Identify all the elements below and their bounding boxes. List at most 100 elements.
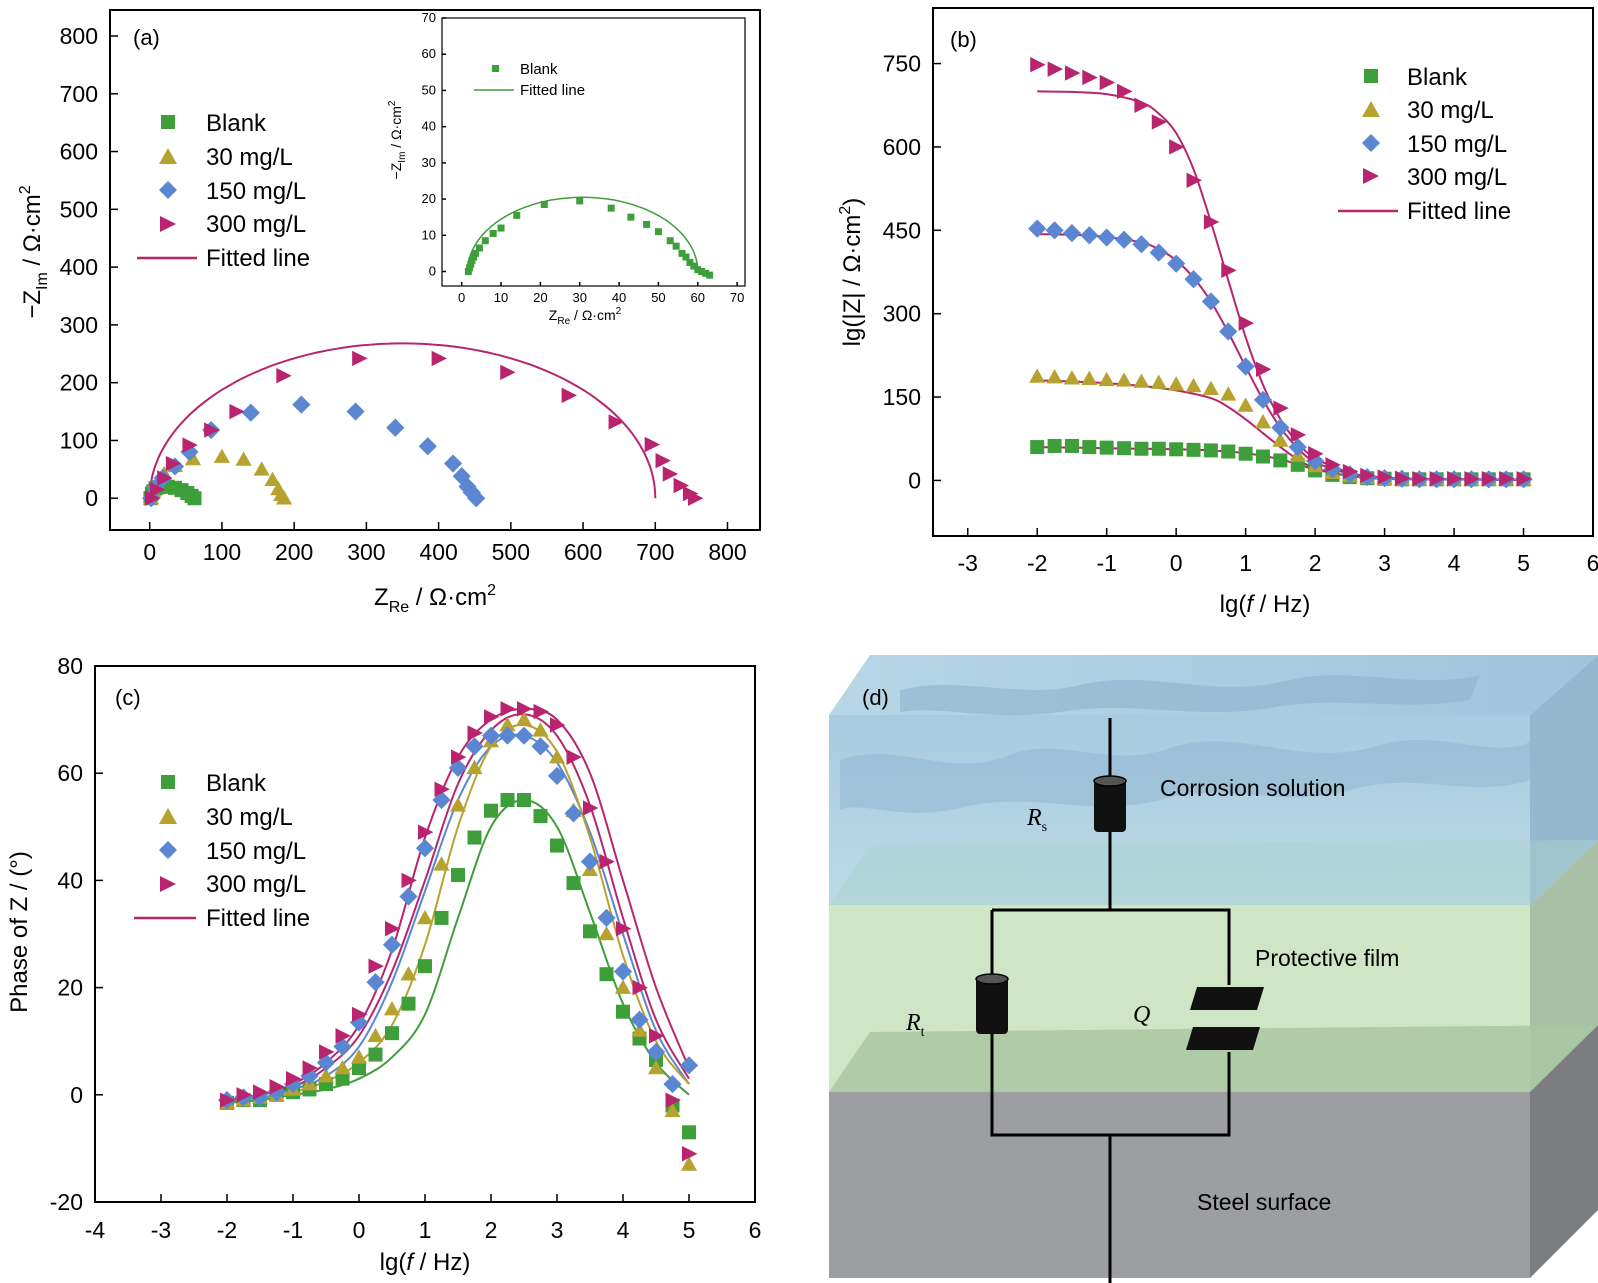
- inset-point-blank: [475, 244, 483, 252]
- panel-b-ylabel: lg(|Z| / Ω·cm2): [837, 198, 866, 347]
- y-tick-label: -20: [50, 1189, 83, 1215]
- legend-label-30: 30 mg/L: [1407, 97, 1494, 124]
- inset-point-blank: [576, 197, 584, 205]
- point-300: [1221, 262, 1237, 279]
- point-150: [1253, 390, 1273, 409]
- point-150: [1184, 270, 1203, 289]
- point-150: [1219, 322, 1238, 341]
- corrosion-solution-label: Corrosion solution: [1160, 775, 1345, 801]
- point-150: [1167, 254, 1186, 273]
- panel-b-axes: -3 -2 -1 0 1 2 3 4 5 6 0 150 300 450 600 750: [883, 51, 1598, 576]
- legend-label-blank: Blank: [206, 770, 267, 797]
- y-tick-label: 20: [422, 191, 436, 206]
- point-300: [149, 481, 166, 498]
- q-capacitor-icon: [1186, 987, 1264, 1050]
- point-300: [673, 477, 689, 494]
- point-blank: [550, 838, 564, 853]
- point-300: [269, 1079, 285, 1095]
- x-tick-label: 0: [458, 290, 465, 305]
- point-150: [465, 737, 484, 756]
- point-blank: [1203, 443, 1218, 458]
- point-300: [566, 749, 582, 765]
- y-tick-label: 500: [60, 196, 98, 222]
- point-150: [580, 852, 600, 871]
- inset-point-blank: [540, 201, 548, 209]
- point-150: [1114, 230, 1134, 249]
- point-300: [1238, 315, 1255, 331]
- point-blank: [1047, 438, 1062, 453]
- point-300: [385, 920, 401, 937]
- x-tick-label: 200: [275, 539, 313, 565]
- point-blank: [467, 830, 482, 845]
- legend-marker-150: [159, 181, 177, 199]
- point-300: [608, 414, 624, 430]
- inset-point-blank: [469, 253, 477, 261]
- point-30: [647, 1059, 665, 1075]
- inset-point-blank: [666, 237, 674, 245]
- point-blank: [1256, 449, 1270, 464]
- point-300: [1134, 97, 1150, 113]
- inset-point-blank: [464, 268, 472, 276]
- inset-point-blank: [489, 229, 497, 237]
- point-300: [1186, 172, 1202, 188]
- point-blank: [1221, 444, 1236, 459]
- point-300: [649, 1028, 665, 1044]
- point-30: [334, 1059, 351, 1075]
- inset-point-blank: [627, 213, 635, 221]
- y-tick-label: 70: [422, 10, 436, 25]
- panel-b-label: (b): [950, 27, 977, 52]
- y-tick-label: 40: [57, 867, 83, 893]
- inset-point-blank: [698, 268, 706, 276]
- x-tick-label: 6: [749, 1217, 762, 1243]
- x-tick-label: 100: [203, 539, 241, 565]
- point-blank: [451, 868, 465, 883]
- legend-marker-300: [1363, 168, 1379, 184]
- point-30: [276, 490, 293, 505]
- legend-label-150: 150 mg/L: [1407, 131, 1507, 158]
- panel-a-ylabel: −ZIm / Ω·cm2: [17, 185, 51, 318]
- point-30: [614, 979, 632, 994]
- x-tick-label: 10: [494, 290, 508, 305]
- inset-legend-label-blank: Blank: [520, 61, 558, 78]
- point-300: [302, 1060, 318, 1076]
- point-blank: [1169, 442, 1184, 457]
- legend-marker-blank: [161, 115, 175, 129]
- point-150: [1288, 437, 1307, 457]
- point-150: [531, 737, 550, 756]
- x-tick-label: 20: [533, 290, 547, 305]
- inset-legend-label-fitted: Fitted line: [520, 82, 585, 99]
- point-30: [383, 1000, 401, 1016]
- y-tick-label: 200: [60, 370, 98, 396]
- y-tick-label: 150: [883, 384, 921, 410]
- x-tick-label: -1: [283, 1217, 303, 1243]
- point-300: [1117, 83, 1133, 100]
- point-30: [532, 722, 549, 737]
- point-300: [688, 490, 704, 506]
- point-blank: [517, 793, 531, 807]
- point-300: [236, 1087, 252, 1103]
- y-tick-label: 60: [422, 46, 436, 61]
- inset-point-blank: [654, 228, 662, 236]
- point-30: [213, 448, 230, 463]
- panel-a-points: [142, 350, 704, 508]
- film-top-face: [829, 840, 1598, 905]
- point-300: [220, 1092, 236, 1108]
- point-30: [350, 1049, 368, 1064]
- y-tick-label: 0: [429, 264, 436, 279]
- legend-marker-blank: [161, 775, 175, 789]
- point-30: [631, 1022, 648, 1037]
- legend-marker-300: [160, 876, 176, 892]
- point-blank: [1238, 446, 1253, 461]
- point-150: [467, 489, 486, 508]
- point-300: [451, 749, 467, 765]
- point-300: [500, 364, 516, 380]
- point-150: [382, 935, 402, 954]
- point-30: [1237, 397, 1254, 412]
- inset-fit: [466, 196, 699, 272]
- point-blank: [434, 910, 449, 925]
- point-300: [1342, 463, 1359, 480]
- point-30: [367, 1027, 384, 1043]
- inset-frame: [441, 17, 746, 287]
- point-blank: [1082, 440, 1097, 455]
